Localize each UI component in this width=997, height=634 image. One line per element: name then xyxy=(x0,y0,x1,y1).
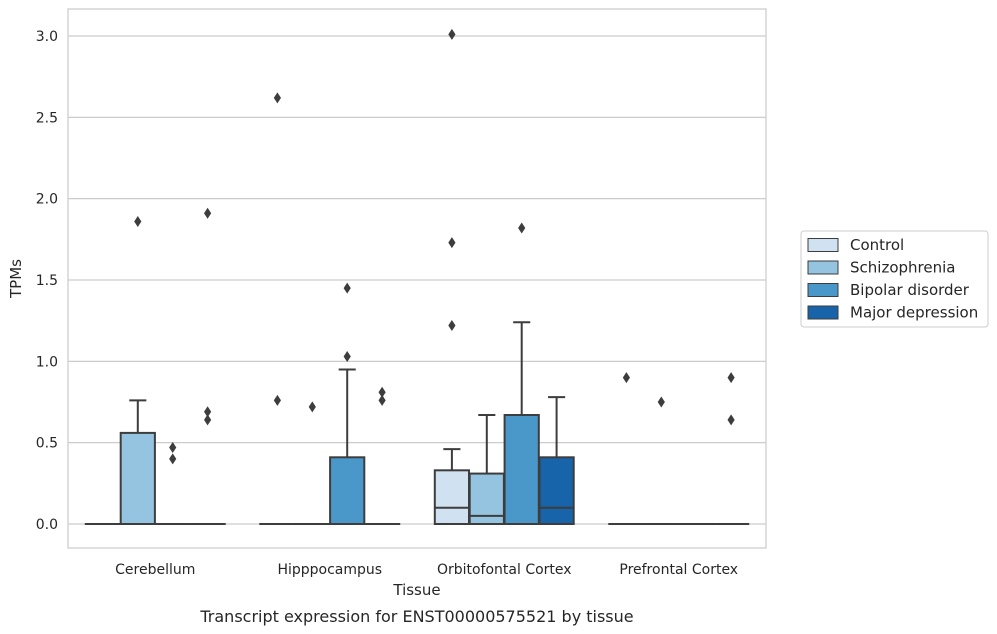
y-tick-label: 0.5 xyxy=(36,436,58,452)
box-bipolar-disorder xyxy=(329,282,366,526)
legend-swatch xyxy=(807,283,839,297)
outlier-point xyxy=(378,386,386,398)
outlier-point xyxy=(308,401,316,413)
outlier-point xyxy=(727,414,735,426)
outlier-point xyxy=(169,453,177,465)
box-schizophrenia xyxy=(119,215,156,526)
y-tick-label: 1.5 xyxy=(36,273,58,289)
outlier-point xyxy=(448,28,456,40)
y-axis-title: TPMs xyxy=(7,259,25,299)
y-tick-label: 2.0 xyxy=(36,192,58,208)
box-control xyxy=(433,28,471,526)
box-bipolar-disorder xyxy=(154,442,191,526)
legend-label: Control xyxy=(850,236,904,254)
box-plots xyxy=(84,28,750,526)
x-tick-label: Cerebellum xyxy=(115,562,195,578)
legend-label: Major depression xyxy=(850,304,978,322)
box xyxy=(503,414,540,525)
outlier-point xyxy=(727,372,735,384)
outlier-point xyxy=(169,442,177,454)
outlier-point xyxy=(343,282,351,294)
outlier-point xyxy=(518,222,526,234)
box xyxy=(329,456,366,526)
box-major-depression xyxy=(538,396,575,526)
box-schizophrenia xyxy=(643,396,680,526)
y-tick-label: 1.0 xyxy=(36,354,58,370)
outlier-point xyxy=(448,320,456,332)
box-schizophrenia xyxy=(294,401,331,526)
outlier-point xyxy=(448,237,456,249)
outlier-point xyxy=(343,350,351,362)
box-schizophrenia xyxy=(468,414,505,525)
x-tick-label: Hipppocampus xyxy=(277,562,382,578)
box xyxy=(538,456,575,526)
box-major-depression xyxy=(189,207,226,526)
plot-area xyxy=(67,8,767,549)
outlier-point xyxy=(378,394,386,406)
y-tick-label: 0.0 xyxy=(36,517,58,533)
box xyxy=(119,431,156,526)
box-bipolar-disorder xyxy=(503,222,540,525)
outlier-point xyxy=(273,394,281,406)
x-tick-label: Orbitofontal Cortex xyxy=(437,562,572,578)
legend: Control Schizophrenia Bipolar disorder Majo… xyxy=(800,230,989,328)
outlier-point xyxy=(657,396,665,408)
outlier-point xyxy=(273,92,281,104)
y-tick-label: 2.5 xyxy=(36,110,58,126)
box-major-depression xyxy=(363,386,401,526)
x-axis-title: Tissue xyxy=(392,581,440,599)
outlier-point xyxy=(204,207,212,219)
x-axis-ticks: Cerebellum Hipppocampus Orbitofontal Corte… xyxy=(115,562,738,578)
outlier-point xyxy=(204,414,212,426)
outlier-point xyxy=(134,215,142,227)
outlier-point xyxy=(622,372,630,384)
legend-swatch xyxy=(807,305,839,320)
legend-frame xyxy=(800,230,989,328)
box-control xyxy=(608,372,645,526)
legend-label: Bipolar disorder xyxy=(850,281,970,299)
x-tick-label: Prefrontal Cortex xyxy=(619,562,738,578)
legend-swatch xyxy=(807,238,839,252)
y-axis-ticks: 0.0 0.5 1.0 1.5 2.0 2.5 3.0 xyxy=(36,29,58,533)
legend-swatch xyxy=(807,260,839,275)
y-tick-label: 3.0 xyxy=(36,29,58,45)
chart-caption: Transcript expression for ENST0000057552… xyxy=(199,607,633,626)
box-major-depression xyxy=(712,372,750,526)
legend-label: Schizophrenia xyxy=(850,259,955,277)
outlier-point xyxy=(204,406,212,418)
gridlines xyxy=(68,35,766,525)
box xyxy=(433,469,471,526)
box-control xyxy=(259,92,296,526)
